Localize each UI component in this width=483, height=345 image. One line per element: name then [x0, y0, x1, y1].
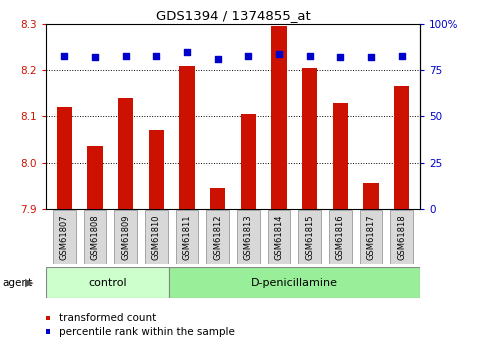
- Bar: [241, 114, 256, 209]
- Bar: [87, 146, 103, 209]
- Text: D-penicillamine: D-penicillamine: [251, 278, 338, 288]
- Bar: [268, 210, 290, 264]
- Bar: [84, 210, 106, 264]
- Bar: [298, 210, 321, 264]
- Text: GSM61810: GSM61810: [152, 215, 161, 260]
- Text: GSM61812: GSM61812: [213, 215, 222, 260]
- Bar: [145, 210, 168, 264]
- Point: [183, 49, 191, 55]
- Bar: [169, 267, 420, 298]
- Text: GSM61818: GSM61818: [398, 214, 406, 260]
- Text: GSM61817: GSM61817: [367, 214, 376, 260]
- Text: GSM61815: GSM61815: [305, 215, 314, 260]
- Bar: [176, 210, 199, 264]
- Text: GSM61809: GSM61809: [121, 215, 130, 260]
- Bar: [114, 210, 137, 264]
- Bar: [302, 68, 317, 209]
- Bar: [149, 130, 164, 209]
- Point: [60, 53, 68, 58]
- Point: [398, 53, 406, 58]
- Text: percentile rank within the sample: percentile rank within the sample: [58, 327, 235, 336]
- Point: [337, 55, 344, 60]
- Point: [153, 53, 160, 58]
- Point: [122, 53, 129, 58]
- Bar: [57, 107, 72, 209]
- Text: transformed count: transformed count: [58, 313, 156, 323]
- Point: [214, 57, 222, 62]
- Bar: [53, 210, 76, 264]
- Bar: [329, 210, 352, 264]
- Bar: [46, 329, 50, 334]
- Title: GDS1394 / 1374855_at: GDS1394 / 1374855_at: [156, 9, 311, 22]
- Bar: [394, 87, 410, 209]
- Text: GSM61807: GSM61807: [60, 214, 69, 260]
- Text: agent: agent: [2, 278, 32, 288]
- Bar: [206, 210, 229, 264]
- Bar: [333, 102, 348, 209]
- Point: [244, 53, 252, 58]
- Text: GSM61813: GSM61813: [244, 214, 253, 260]
- Text: GSM61811: GSM61811: [183, 215, 192, 260]
- Text: GSM61808: GSM61808: [90, 214, 99, 260]
- Text: GSM61816: GSM61816: [336, 214, 345, 260]
- Text: control: control: [88, 278, 127, 288]
- Bar: [118, 98, 133, 209]
- Bar: [237, 210, 260, 264]
- Bar: [390, 210, 413, 264]
- Bar: [210, 188, 226, 209]
- Bar: [271, 27, 287, 209]
- Text: ▶: ▶: [25, 278, 34, 288]
- Bar: [46, 267, 169, 298]
- Bar: [46, 316, 50, 320]
- Point: [306, 53, 313, 58]
- Bar: [179, 66, 195, 209]
- Bar: [360, 210, 383, 264]
- Point: [367, 55, 375, 60]
- Point: [91, 55, 99, 60]
- Bar: [363, 183, 379, 209]
- Point: [275, 51, 283, 57]
- Text: GSM61814: GSM61814: [274, 215, 284, 260]
